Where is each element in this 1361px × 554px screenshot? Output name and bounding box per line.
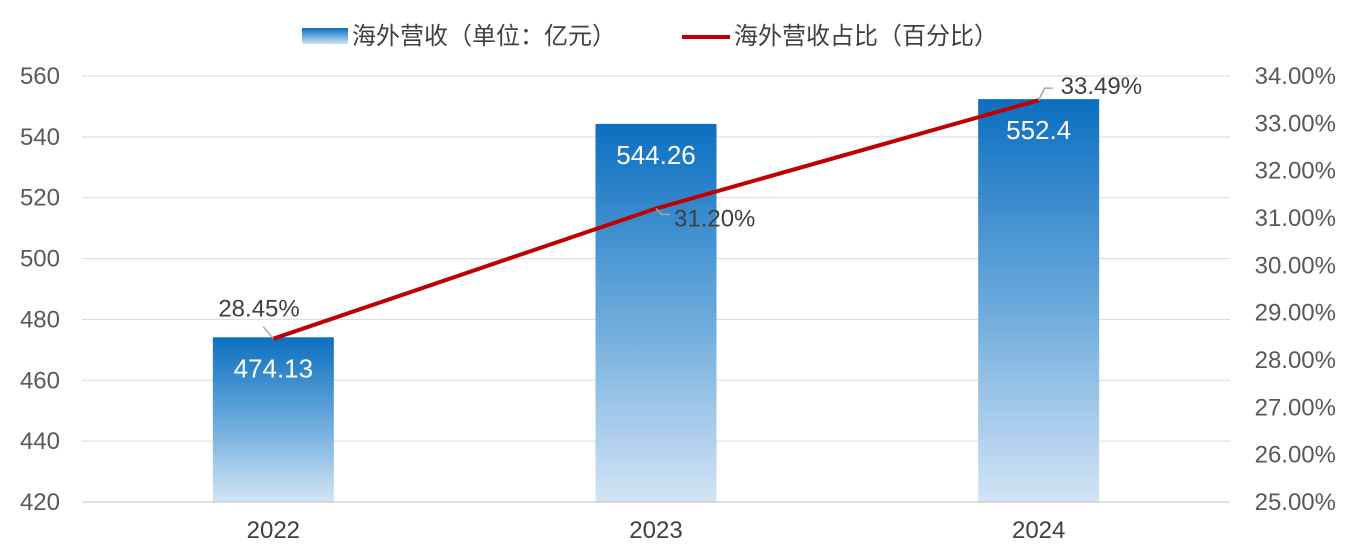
right-axis: 25.00% 26.00% 27.00% 28.00% 29.00% 30.00% 31.0… <box>1255 63 1336 516</box>
line-data-label: 33.49% <box>1061 73 1142 100</box>
left-tick-label: 500 <box>20 246 60 273</box>
left-tick-label: 460 <box>20 367 60 394</box>
bar-2022 <box>212 337 334 502</box>
left-tick-label: 520 <box>20 185 60 212</box>
right-tick-label: 30.00% <box>1255 252 1336 279</box>
leader-line <box>1037 87 1053 101</box>
bar-2024 <box>978 99 1100 502</box>
bar-2023 <box>595 123 717 503</box>
left-tick-label: 440 <box>20 428 60 455</box>
right-tick-label: 28.00% <box>1255 347 1336 374</box>
right-tick-label: 25.00% <box>1255 489 1336 516</box>
right-tick-label: 32.00% <box>1255 158 1336 185</box>
legend: 海外营收（单位：亿元） 海外营收占比（百分比） <box>302 23 998 50</box>
right-tick-label: 34.00% <box>1255 63 1336 90</box>
x-axis: 2022 2023 2024 <box>82 501 1230 544</box>
line-data-label: 31.20% <box>674 206 755 233</box>
x-tick-label: 2022 <box>247 517 300 544</box>
leader-line <box>655 208 670 216</box>
legend-bar-swatch <box>302 28 348 44</box>
right-tick-label: 31.00% <box>1255 205 1336 232</box>
leader-line <box>262 326 274 340</box>
bar-data-label: 552.4 <box>1006 115 1071 145</box>
right-tick-label: 33.00% <box>1255 110 1336 137</box>
left-tick-label: 420 <box>20 489 60 516</box>
x-tick-label: 2024 <box>1012 517 1065 544</box>
legend-line-label: 海外营收占比（百分比） <box>734 23 998 50</box>
x-tick-label: 2023 <box>629 517 682 544</box>
left-tick-label: 480 <box>20 306 60 333</box>
left-tick-label: 560 <box>20 63 60 90</box>
legend-bar-label: 海外营收（单位：亿元） <box>352 23 616 50</box>
right-tick-label: 27.00% <box>1255 394 1336 421</box>
bar-data-label: 474.13 <box>234 353 314 383</box>
line-series: 28.45% 31.20% 33.49% <box>218 73 1142 341</box>
right-tick-label: 29.00% <box>1255 300 1336 327</box>
bar-data-label: 544.26 <box>616 140 696 170</box>
right-tick-label: 26.00% <box>1255 442 1336 469</box>
bar-series: 474.13 544.26 552.4 <box>212 99 1100 503</box>
line-data-label: 28.45% <box>218 296 299 323</box>
left-axis: 420 440 460 480 500 520 540 560 <box>20 63 60 516</box>
left-tick-label: 540 <box>20 124 60 151</box>
